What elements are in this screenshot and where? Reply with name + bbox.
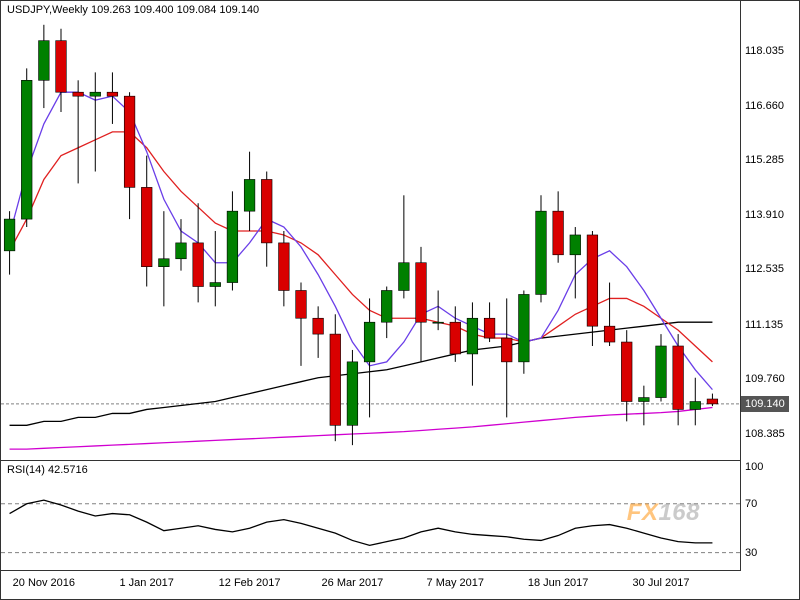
price-y-tick: 111.135: [745, 319, 783, 331]
watermark-suffix: 168: [658, 499, 700, 526]
x-axis-tick: 20 Nov 2016: [13, 577, 75, 589]
price-y-tick: 113.910: [745, 209, 784, 221]
x-axis-tick: 7 May 2017: [427, 577, 484, 589]
watermark-logo: FX168: [627, 499, 700, 527]
rsi-y-tick: 30: [745, 547, 757, 559]
rsi-y-tick: 100: [745, 461, 763, 473]
price-chart-svg: [1, 1, 741, 461]
watermark-prefix: FX: [627, 499, 659, 526]
x-axis-tick: 1 Jan 2017: [119, 577, 173, 589]
rsi-label: RSI(14) 42.5716: [7, 464, 88, 476]
rsi-y-axis: 100 70 30: [741, 461, 799, 571]
price-y-tick: 118.035: [745, 45, 784, 57]
rsi-y-tick: 70: [745, 498, 757, 510]
x-axis-tick: 30 Jul 2017: [633, 577, 690, 589]
x-axis-tick: 12 Feb 2017: [219, 577, 281, 589]
price-y-tick: 116.660: [745, 100, 784, 112]
chart-title: USDJPY,Weekly 109.263 109.400 109.084 10…: [7, 4, 259, 16]
price-y-tick: 109.760: [745, 373, 785, 385]
price-y-tick: 108.385: [745, 428, 785, 440]
price-y-axis: 118.035 116.660 115.285 113.910 112.535 111.1…: [741, 1, 799, 461]
rsi-panel[interactable]: RSI(14) 42.5716 FX168: [1, 461, 741, 571]
chart-container: USDJPY,Weekly 109.263 109.400 109.084 10…: [0, 0, 800, 600]
price-y-tick: 112.535: [745, 263, 784, 275]
x-axis-tick: 18 Jun 2017: [528, 577, 589, 589]
x-axis-tick: 26 Mar 2017: [322, 577, 384, 589]
x-axis: 20 Nov 2016 1 Jan 2017 12 Feb 2017 26 Mar 2…: [1, 571, 741, 599]
price-y-tick: 115.285: [745, 154, 784, 166]
current-price-tag: 109.140: [741, 396, 789, 412]
price-panel[interactable]: USDJPY,Weekly 109.263 109.400 109.084 10…: [1, 1, 741, 461]
